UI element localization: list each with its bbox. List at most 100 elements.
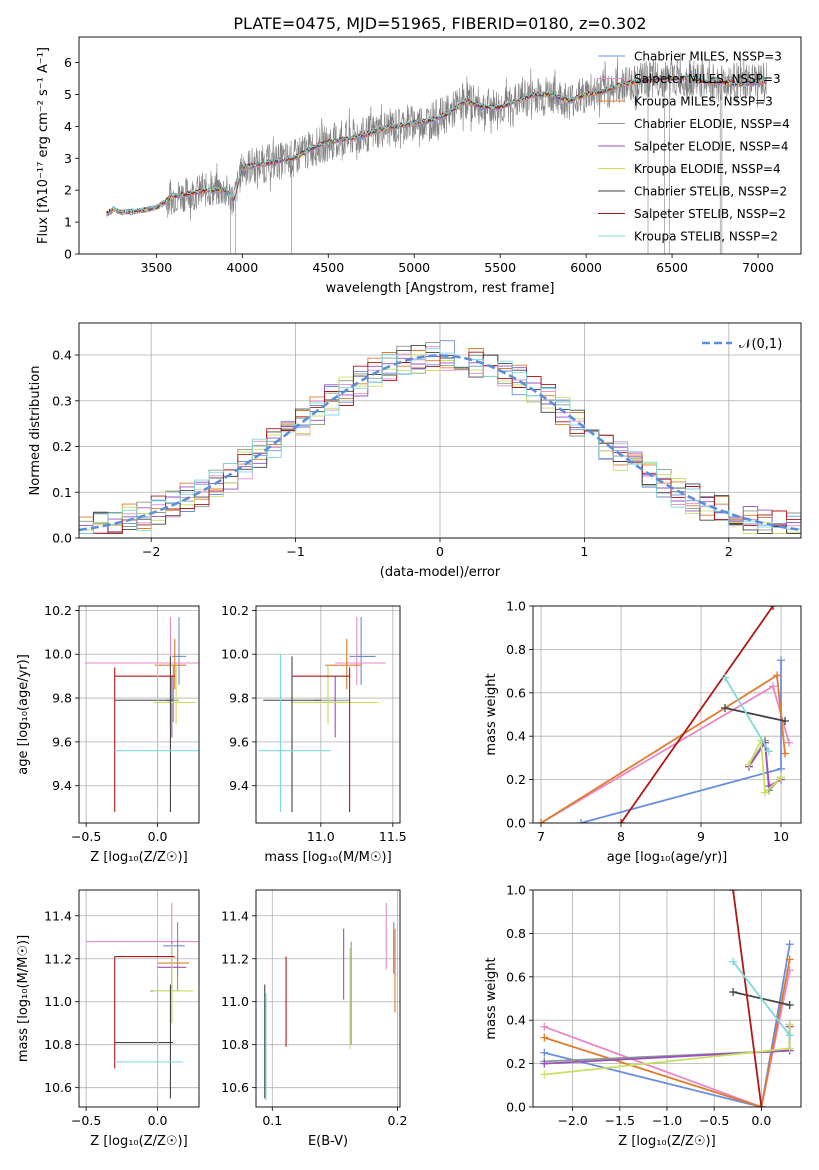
- x-axis-label: Z [log₁₀(Z/Z☉)]: [618, 1134, 715, 1149]
- x-tick-label: 7000: [742, 260, 774, 275]
- y-axis-label: mass weight: [484, 673, 499, 755]
- y-tick-label: 3: [64, 151, 72, 166]
- y-tick-label: 0.6: [506, 969, 526, 984]
- x-tick-label: 0.2: [388, 1113, 408, 1128]
- legend-entry: Chabrier STELIB, NSSP=2: [634, 185, 787, 199]
- spectrum-title: PLATE=0475, MJD=51965, FIBERID=0180, z=0…: [233, 14, 646, 33]
- y-tick-label: 9.4: [52, 778, 72, 793]
- weight_vs_Z-plot-area: [533, 890, 801, 1107]
- mass_vs_ebv-frame: [255, 889, 401, 1108]
- mass_vs_Z-panel: −0.5 0.0 10.6 10.8 11.0 11.2 11.4 Z [log₁₀(Z/Z☉…: [16, 889, 200, 1149]
- weight-series-salpeter-stelib: [617, 606, 777, 823]
- x-tick-label: 5000: [398, 260, 430, 275]
- y-tick-label: 10.6: [221, 1080, 249, 1095]
- y-axis-label: Normed distribution: [28, 366, 43, 496]
- x-tick-label: −2: [142, 544, 160, 559]
- x-tick-label: 0: [436, 544, 444, 559]
- y-tick-label: 5: [64, 87, 72, 102]
- errorbar-kroupa-elodie: [153, 665, 197, 725]
- x-axis-label: Z [log₁₀(Z/Z☉)]: [90, 1134, 187, 1149]
- y-axis-label: Flux [fλ10⁻¹⁷ erg cm⁻² s⁻¹ A⁻¹]: [36, 47, 51, 244]
- legend-entry: Chabrier MILES, NSSP=3: [634, 50, 782, 64]
- x-tick-label: 10: [773, 829, 789, 844]
- x-tick-label: 9: [697, 829, 705, 844]
- x-tick-label: 2: [725, 544, 733, 559]
- x-tick-label: 8: [617, 829, 625, 844]
- y-tick-label: 10.0: [44, 647, 72, 662]
- age_vs_mass-plot-area: [256, 606, 400, 823]
- x-tick-label: 0.0: [751, 1113, 771, 1128]
- x-axis-label: Z [log₁₀(Z/Z☉)]: [90, 850, 187, 865]
- y-tick-label: 1.0: [506, 599, 526, 614]
- x-tick-label: −0.5: [71, 829, 101, 844]
- y-tick-label: 0.1: [52, 485, 72, 500]
- x-tick-label: 4000: [226, 260, 258, 275]
- y-tick-label: 0.2: [506, 772, 526, 787]
- weight_vs_age-panel: 7 8 9 10 0.0 0.2 0.4 0.6 0.8 1.0 age [log₁₀(age/yr…: [484, 599, 802, 865]
- weight-series-kroupa-elodie: [745, 736, 785, 797]
- x-tick-label: 11.0: [307, 829, 335, 844]
- x-axis-label: wavelength [Angstrom, rest frame]: [326, 281, 555, 296]
- y-tick-label: 9.8: [229, 691, 249, 706]
- y-tick-label: 9.4: [229, 778, 249, 793]
- y-tick-label: 10.8: [221, 1037, 249, 1052]
- errorbar-kroupa-elodie: [292, 665, 379, 725]
- y-tick-label: 0.4: [506, 1013, 526, 1028]
- y-tick-label: 0.6: [506, 685, 526, 700]
- spectrum-frame: [78, 36, 802, 255]
- legend-entry: Kroupa ELODIE, NSSP=4: [634, 162, 781, 176]
- weight-series-chabrier-miles: [577, 656, 785, 823]
- errorbar-salpeter-stelib: [292, 667, 351, 813]
- age_vs_Z-plot-area: [79, 606, 199, 823]
- weight-series-kroupa-stelib: [721, 673, 773, 756]
- errorbar-kroupa-stelib: [258, 654, 331, 813]
- errorbar-kroupa-stelib: [114, 975, 184, 1105]
- y-tick-label: 10.6: [44, 1080, 72, 1095]
- legend-entry: Salpeter STELIB, NSSP=2: [634, 207, 786, 221]
- weight_vs_Z-panel: −2.0 −1.5 −1.0 −0.5 0.0 0.0 0.2 0.4 0.6 0.8 1.0 Z […: [484, 883, 802, 1149]
- model-spectrum-kroupa-stelib: [106, 74, 767, 216]
- errorbar-kroupa-stelib: [114, 654, 199, 813]
- normal-curve: [79, 354, 801, 532]
- legend-entry: 𝒩(0,1): [739, 337, 782, 352]
- residuals-frame: [78, 322, 802, 539]
- errorbar-chabrier-miles: [349, 616, 376, 685]
- y-tick-label: 0.3: [52, 393, 72, 408]
- mass_vs_ebv-plot-area: [256, 890, 400, 1107]
- x-tick-label: 0.1: [262, 1113, 282, 1128]
- errorbar-chabrier-elodie: [166, 665, 179, 723]
- x-axis-label: mass [log₁₀(M/M☉)]: [264, 850, 391, 865]
- mass_vs_Z-plot-area: [79, 890, 199, 1107]
- x-tick-label: −2.0: [557, 1113, 587, 1128]
- y-axis-label: mass [log₁₀(M/M☉)]: [16, 935, 31, 1062]
- y-tick-label: 11.0: [221, 994, 249, 1009]
- weight_vs_age-frame: [532, 605, 802, 824]
- weight-series-chabrier-stelib: [721, 703, 789, 726]
- y-tick-label: 0.8: [506, 642, 526, 657]
- age_vs_mass-frame: [255, 605, 401, 824]
- x-tick-label: 11.5: [379, 829, 407, 844]
- y-axis-label: age [log₁₀(age/yr)]: [16, 654, 31, 775]
- x-axis-label: age [log₁₀(age/yr)]: [607, 850, 728, 865]
- residuals-legend: 𝒩(0,1): [702, 337, 782, 352]
- errorbar-salpeter-miles: [86, 902, 199, 970]
- legend-entry: Kroupa STELIB, NSSP=2: [634, 230, 778, 244]
- errorbar-salpeter-miles: [335, 616, 386, 685]
- weight_vs_age-plot-area: [533, 606, 801, 823]
- mass_vs_Z-frame: [78, 889, 200, 1108]
- y-tick-label: 11.4: [221, 908, 249, 923]
- y-tick-label: 9.6: [52, 734, 72, 749]
- x-tick-label: 6500: [656, 260, 688, 275]
- y-tick-label: 0: [64, 247, 72, 262]
- y-tick-label: 10.8: [44, 1037, 72, 1052]
- errorbar-chabrier-elodie: [313, 665, 350, 723]
- y-tick-label: 11.2: [44, 951, 72, 966]
- x-axis-label: (data-model)/error: [380, 565, 501, 580]
- x-tick-label: −1.5: [605, 1113, 635, 1128]
- x-tick-label: 3500: [140, 260, 172, 275]
- x-tick-label: 5500: [484, 260, 516, 275]
- y-axis-label: mass weight: [484, 957, 499, 1039]
- y-tick-label: 0.0: [506, 1100, 526, 1115]
- y-tick-label: 1.0: [506, 883, 526, 898]
- spectrum-legend: Chabrier MILES, NSSP=3 Salpeter MILES, NS…: [598, 50, 790, 244]
